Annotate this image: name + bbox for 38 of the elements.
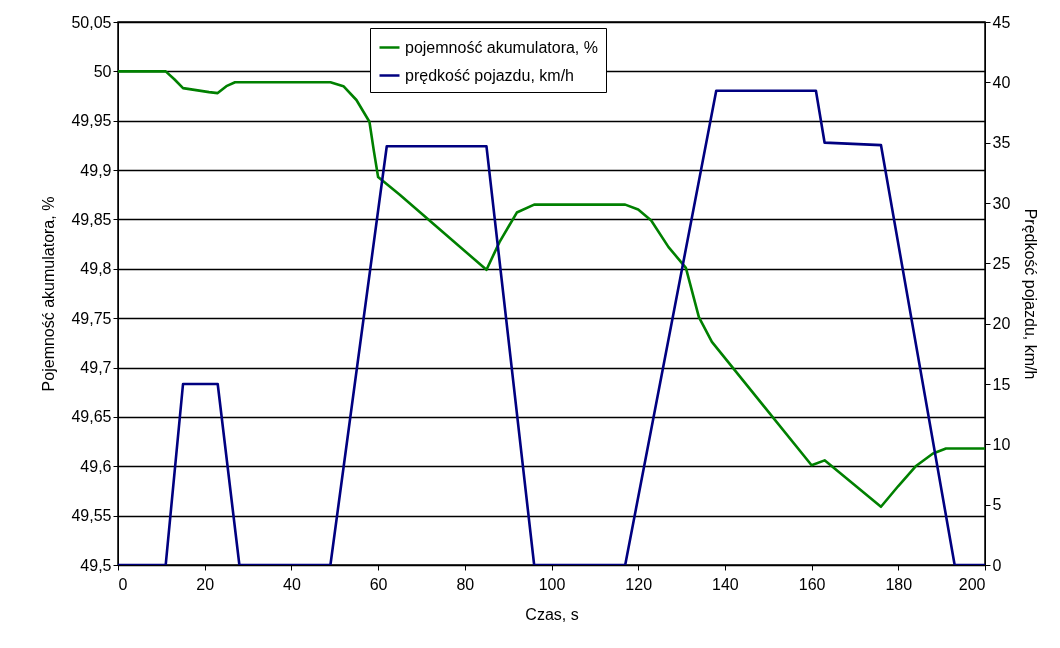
y2-tick-label: 15 — [992, 375, 1011, 393]
y-axis-title: Pojemność akumulatora, % — [40, 196, 58, 392]
y-tick-label: 49,5 — [80, 556, 112, 574]
y-tick-label: 49,8 — [80, 260, 112, 278]
y-tick-label: 49,95 — [71, 112, 112, 130]
y2-tick-label: 20 — [992, 315, 1011, 333]
y-tick-label: 50,05 — [71, 13, 112, 31]
y-tick-label: 49,75 — [71, 309, 112, 327]
x-tick-label: 100 — [538, 575, 566, 593]
x-tick-label: 40 — [283, 575, 301, 593]
y-tick-label: 49,9 — [80, 161, 112, 179]
y2-tick-label: 10 — [992, 435, 1011, 453]
x-tick-label: 180 — [885, 575, 913, 593]
y-tick-label: 50 — [93, 62, 112, 80]
x-tick-label: 160 — [798, 575, 826, 593]
y2-axis-title: Prędkość pojazdu, km/h — [1022, 208, 1040, 380]
legend-label: prędkość pojazdu, km/h — [405, 66, 574, 84]
y-tick-label: 49,55 — [71, 507, 112, 525]
y-tick-label: 49,7 — [80, 359, 112, 377]
x-axis-title: Czas, s — [525, 605, 579, 623]
y2-tick-label: 5 — [992, 496, 1002, 514]
x-tick-label: 140 — [712, 575, 739, 593]
y-tick-label: 49,65 — [71, 408, 112, 426]
y2-tick-label: 35 — [992, 134, 1011, 152]
x-tick-label: 0 — [118, 575, 128, 593]
x-tick-label: 20 — [196, 575, 215, 593]
y-tick-label: 49,6 — [80, 457, 112, 475]
x-tick-label: 60 — [369, 575, 388, 593]
y2-tick-label: 25 — [992, 254, 1011, 272]
x-tick-label: 200 — [958, 575, 986, 593]
x-tick-label: 120 — [625, 575, 653, 593]
legend-label: pojemność akumulatora, % — [405, 38, 598, 56]
y-tick-label: 49,85 — [71, 210, 112, 228]
y2-tick-label: 40 — [992, 73, 1011, 91]
y2-tick-label: 30 — [992, 194, 1011, 212]
x-tick-label: 80 — [456, 575, 475, 593]
y2-tick-label: 0 — [992, 556, 1002, 574]
y2-tick-label: 45 — [992, 13, 1011, 31]
